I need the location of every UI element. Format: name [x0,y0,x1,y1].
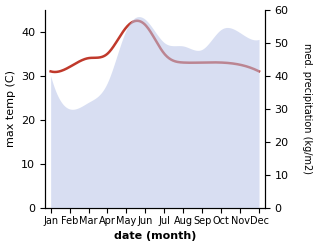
X-axis label: date (month): date (month) [114,231,196,242]
Y-axis label: max temp (C): max temp (C) [5,70,16,147]
Y-axis label: med. precipitation (kg/m2): med. precipitation (kg/m2) [302,43,313,174]
